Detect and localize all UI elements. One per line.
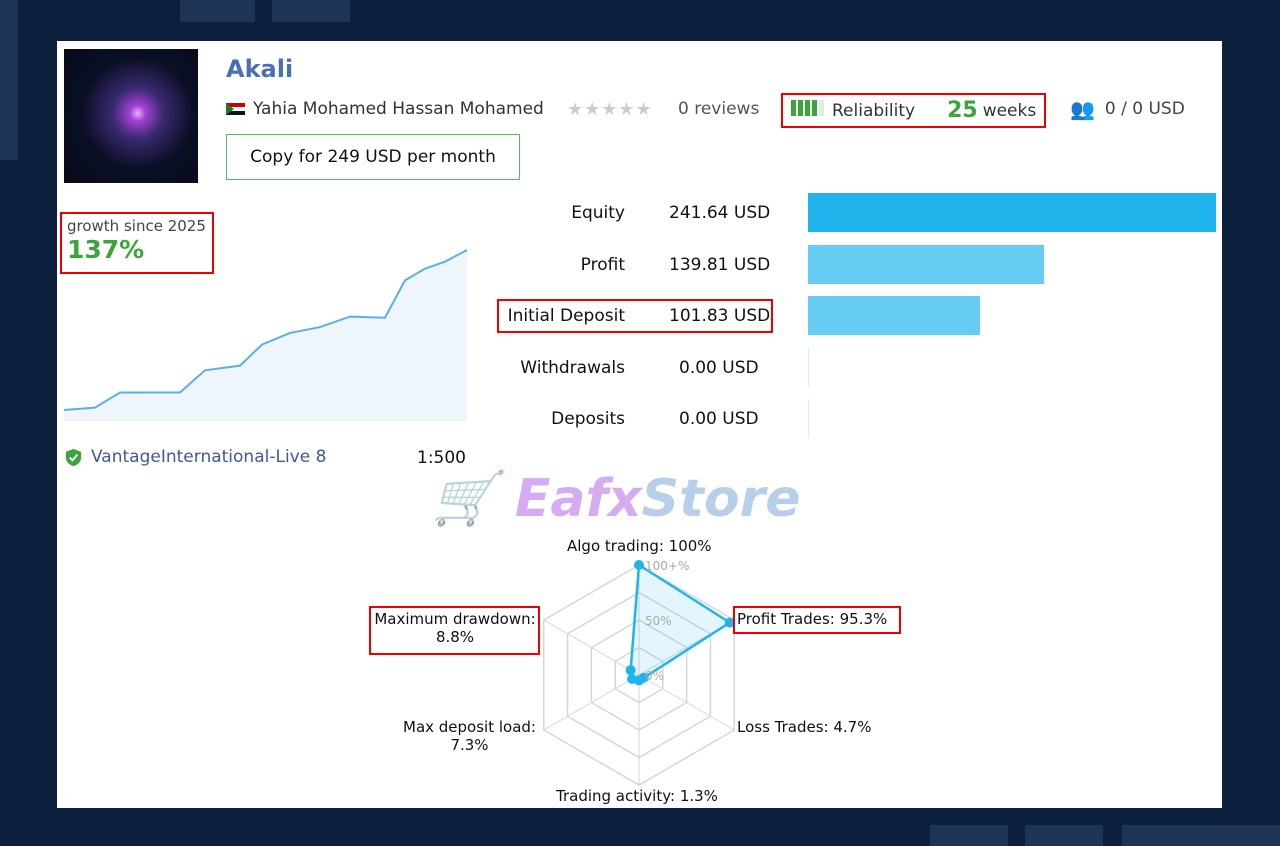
watermark-logo: 🛒 EafxStore: [432, 469, 801, 529]
author-name[interactable]: Yahia Mohamed Hassan Mohamed: [253, 99, 544, 119]
stat-label: Equity: [571, 203, 625, 223]
stat-value: 0.00 USD: [679, 357, 759, 378]
stat-value: 241.64 USD: [669, 203, 771, 223]
radar-tick: 50%: [645, 614, 672, 628]
radar-point: [724, 617, 735, 628]
growth-value: 137%: [67, 235, 145, 264]
weeks-value: 25: [947, 98, 978, 123]
stat-label: Withdrawals: [520, 357, 625, 378]
stat-value: 101.83 USD: [669, 306, 771, 326]
bg-decor: [272, 0, 350, 22]
reliability: Reliability 25 weeks: [781, 93, 1046, 128]
stat-label: Initial Deposit: [507, 306, 625, 326]
stat-bar: [808, 244, 1045, 284]
radar-point: [634, 560, 644, 570]
leverage: 1:500: [417, 448, 466, 468]
radar-axis: [638, 674, 735, 731]
bg-decor: [180, 0, 255, 22]
radar-label: Algo trading: 100%: [567, 537, 712, 555]
verified-shield-icon: [65, 448, 82, 466]
stats-panel: [469, 191, 809, 431]
signal-title[interactable]: Akali: [226, 55, 294, 83]
radar-label: Loss Trades: 4.7%: [737, 718, 872, 736]
signal-avatar: [64, 49, 198, 183]
stat-label: Profit: [580, 254, 625, 275]
radar-chart: 100+% 50% 0%: [542, 559, 736, 786]
subscribers-icon: 👥: [1070, 97, 1095, 121]
flag-sudan-icon: [226, 103, 245, 115]
broker: VantageInternational-Live 8: [64, 447, 326, 467]
bg-decor: [0, 0, 18, 160]
stat-value: 139.81 USD: [669, 254, 771, 275]
radar-axis: [543, 619, 640, 676]
radar-label: Trading activity: 1.3%: [556, 787, 718, 805]
radar-point: [627, 674, 638, 685]
radar-tick: 100+%: [645, 559, 689, 573]
bg-decor: [930, 825, 1008, 846]
radar-label: Maximum drawdown: 8.8%: [374, 610, 536, 646]
stat-bar: [808, 193, 1216, 232]
stat-bar: [808, 296, 980, 335]
growth-area: [64, 250, 467, 421]
radar-tick: 0%: [645, 669, 664, 683]
signal-card: Akali Yahia Mohamed Hassan Mohamed Copy …: [57, 41, 1222, 808]
subscribers-value: 0 / 0 USD: [1104, 99, 1185, 119]
highlight-profit-trades: [733, 606, 901, 634]
radar-axis: [543, 674, 640, 731]
highlight-drawdown: [369, 606, 540, 655]
radar-point: [625, 665, 636, 676]
stat-bar: [808, 399, 809, 438]
bg-decor: [1025, 825, 1103, 846]
author: Yahia Mohamed Hassan Mohamed: [226, 99, 544, 119]
growth-label: growth since 2025: [67, 217, 206, 235]
highlight-initial-deposit: [497, 299, 773, 333]
broker-name[interactable]: VantageInternational-Live 8: [91, 447, 327, 467]
subscribers: 👥 0 / 0 USD: [1070, 97, 1185, 121]
reviews-link[interactable]: 0 reviews: [678, 99, 760, 119]
copy-button[interactable]: Copy for 249 USD per month: [226, 134, 520, 180]
growth-box: growth since 2025 137%: [60, 212, 214, 274]
growth-line: [63, 249, 468, 411]
growth-chart: [63, 249, 468, 421]
stat-label: Deposits: [551, 409, 625, 429]
radar-label: Max deposit load: 7.3%: [403, 718, 536, 754]
weeks-unit: weeks: [982, 100, 1037, 121]
reliability-bars-icon: [791, 100, 826, 121]
radar-label: Profit Trades: 95.3%: [737, 610, 888, 628]
stat-value: 0.00 USD: [679, 409, 759, 429]
bg-decor: [1122, 825, 1280, 846]
stat-bar: [808, 347, 809, 387]
reliability-label: Reliability: [832, 100, 916, 121]
star-icon: ★★★★★: [567, 99, 653, 120]
